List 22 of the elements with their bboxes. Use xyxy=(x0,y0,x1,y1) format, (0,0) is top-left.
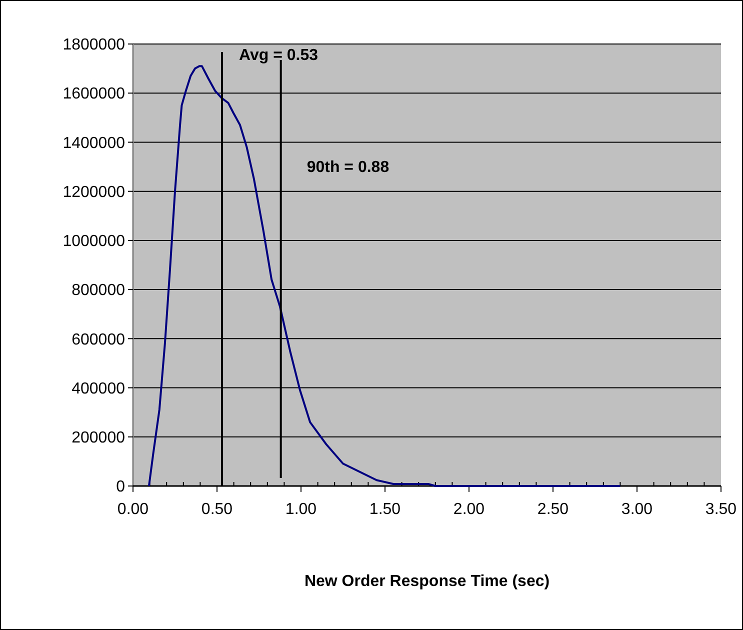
y-tick-label: 1400000 xyxy=(62,134,126,152)
x-tick-label: 2.00 xyxy=(453,501,485,518)
y-tick-label: 200000 xyxy=(72,429,126,446)
y-tick-label: 800000 xyxy=(72,282,126,300)
ref-line-label: Avg = 0.53 xyxy=(239,47,318,64)
x-axis-title: New Order Response Time (sec) xyxy=(304,573,550,590)
x-tick-label: 3.00 xyxy=(621,501,653,518)
x-tick-label: 3.50 xyxy=(705,501,737,518)
x-tick-label: 1.50 xyxy=(369,501,401,518)
y-tick-label: 0 xyxy=(116,478,126,496)
y-tick-label: 1200000 xyxy=(62,184,126,201)
y-tick-label: 400000 xyxy=(72,380,126,398)
x-tick-label: 2.50 xyxy=(537,501,569,518)
ref-line-label: 90th = 0.88 xyxy=(306,159,390,176)
y-tick-label: 600000 xyxy=(72,331,126,348)
line-series xyxy=(148,65,622,487)
x-tick-label: 1.00 xyxy=(285,501,317,518)
y-tick-label: 1000000 xyxy=(62,233,126,250)
y-tick-label: 1800000 xyxy=(62,36,126,54)
x-tick-label: 0.50 xyxy=(201,501,233,518)
y-tick-label: 1600000 xyxy=(62,86,126,103)
x-tick-label: 0.00 xyxy=(117,501,149,518)
